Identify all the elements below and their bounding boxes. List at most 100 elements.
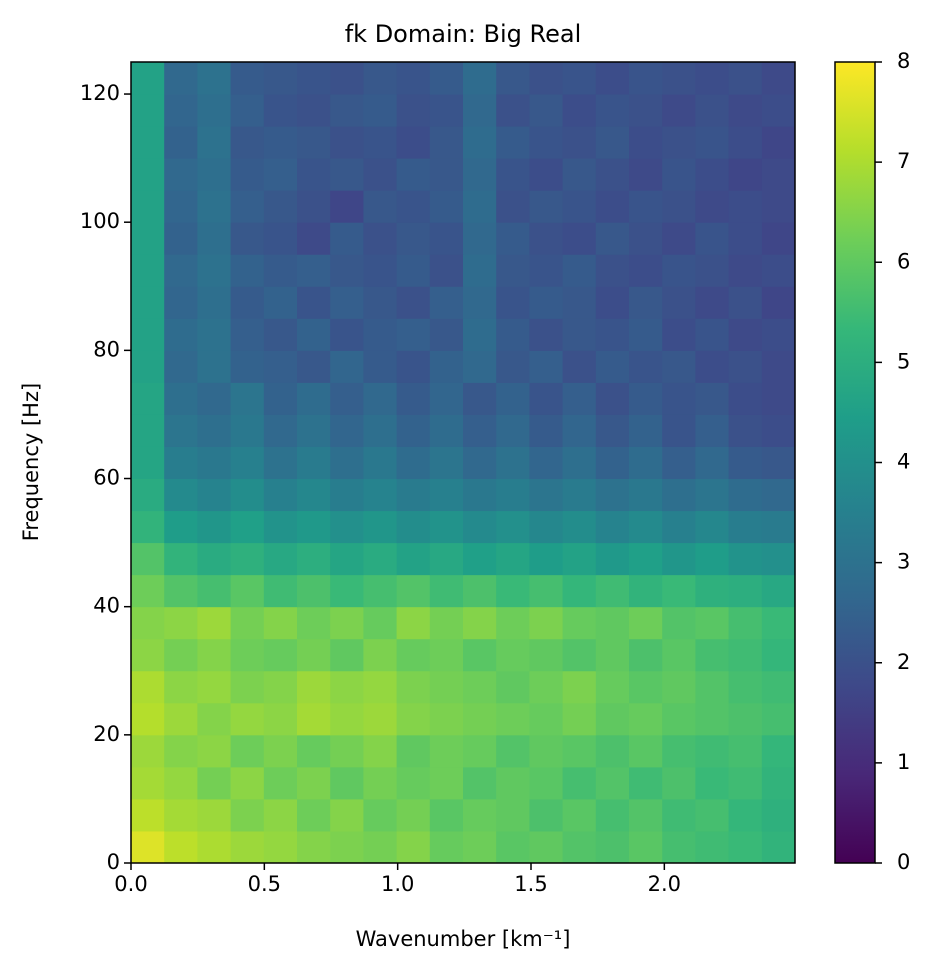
- heatmap-cell: [562, 766, 597, 800]
- heatmap-cell: [595, 830, 630, 864]
- heatmap-cell: [396, 766, 431, 800]
- heatmap-cell: [595, 382, 630, 415]
- heatmap-cell: [662, 702, 696, 736]
- heatmap-cell: [761, 702, 796, 736]
- heatmap-cell: [529, 606, 564, 640]
- heatmap-cell: [197, 62, 232, 95]
- heatmap-cell: [463, 830, 497, 864]
- heatmap-cell: [562, 798, 597, 832]
- heatmap-cell: [728, 254, 763, 287]
- heatmap-cell: [695, 94, 730, 127]
- heatmap: [131, 62, 796, 864]
- heatmap-cell: [297, 94, 331, 127]
- heatmap-cell: [695, 254, 730, 287]
- heatmap-cell: [396, 158, 431, 191]
- heatmap-cell: [263, 446, 298, 480]
- heatmap-cell: [263, 350, 298, 383]
- heatmap-cell: [197, 574, 232, 608]
- heatmap-cell: [529, 158, 564, 191]
- x-tick-label: 0.0: [114, 872, 147, 896]
- heatmap-cell: [297, 606, 331, 640]
- y-axis-label: Frequency [Hz]: [19, 383, 43, 541]
- heatmap-cell: [595, 190, 630, 223]
- heatmap-cell: [197, 126, 232, 159]
- heatmap-cell: [164, 190, 198, 223]
- heatmap-cell: [529, 446, 564, 480]
- x-tick-label: 1.5: [514, 872, 547, 896]
- heatmap-cell: [662, 766, 696, 800]
- heatmap-cell: [595, 510, 630, 544]
- heatmap-cell: [363, 254, 398, 287]
- heatmap-cell: [131, 478, 165, 512]
- heatmap-cell: [230, 158, 265, 191]
- heatmap-cell: [197, 734, 232, 768]
- heatmap-cell: [529, 542, 564, 576]
- heatmap-cell: [496, 830, 530, 864]
- heatmap-cell: [263, 638, 298, 672]
- heatmap-cell: [595, 286, 630, 319]
- heatmap-cell: [496, 158, 530, 191]
- heatmap-cell: [396, 222, 431, 255]
- heatmap-cell: [330, 702, 364, 736]
- x-tick-label: 0.5: [248, 872, 281, 896]
- heatmap-cell: [330, 830, 364, 864]
- heatmap-cell: [728, 318, 763, 351]
- heatmap-cell: [695, 286, 730, 319]
- heatmap-cell: [728, 734, 763, 768]
- heatmap-cell: [463, 94, 497, 127]
- heatmap-cell: [396, 62, 431, 95]
- heatmap-cell: [629, 734, 663, 768]
- heatmap-cell: [662, 126, 696, 159]
- heatmap-cell: [662, 606, 696, 640]
- heatmap-cell: [761, 286, 796, 319]
- heatmap-cell: [562, 126, 597, 159]
- heatmap-cell: [496, 606, 530, 640]
- heatmap-cell: [728, 670, 763, 704]
- heatmap-cell: [761, 670, 796, 704]
- heatmap-cell: [297, 798, 331, 832]
- heatmap-cell: [761, 510, 796, 544]
- heatmap-cell: [131, 542, 165, 576]
- heatmap-cell: [429, 222, 464, 255]
- heatmap-cell: [197, 350, 232, 383]
- heatmap-cell: [297, 158, 331, 191]
- heatmap-cell: [562, 702, 597, 736]
- heatmap-cell: [164, 350, 198, 383]
- heatmap-cell: [330, 94, 364, 127]
- heatmap-cell: [562, 222, 597, 255]
- heatmap-cell: [197, 222, 232, 255]
- heatmap-cell: [629, 830, 663, 864]
- heatmap-cell: [629, 190, 663, 223]
- heatmap-cell: [297, 414, 331, 447]
- heatmap-cell: [529, 126, 564, 159]
- heatmap-cell: [662, 510, 696, 544]
- heatmap-cell: [131, 766, 165, 800]
- heatmap-cell: [197, 830, 232, 864]
- heatmap-cell: [463, 286, 497, 319]
- heatmap-cell: [761, 318, 796, 351]
- heatmap-cell: [263, 318, 298, 351]
- heatmap-cell: [562, 478, 597, 512]
- heatmap-cell: [363, 542, 398, 576]
- heatmap-cell: [562, 606, 597, 640]
- heatmap-cell: [363, 478, 398, 512]
- heatmap-cell: [363, 606, 398, 640]
- heatmap-cell: [662, 94, 696, 127]
- heatmap-cell: [396, 638, 431, 672]
- heatmap-cell: [164, 318, 198, 351]
- heatmap-cell: [761, 382, 796, 415]
- heatmap-cell: [529, 702, 564, 736]
- heatmap-cell: [396, 350, 431, 383]
- heatmap-cell: [230, 446, 265, 480]
- heatmap-cell: [629, 766, 663, 800]
- heatmap-cell: [595, 446, 630, 480]
- heatmap-cell: [761, 478, 796, 512]
- heatmap-cell: [662, 670, 696, 704]
- heatmap-cell: [728, 830, 763, 864]
- heatmap-cell: [330, 382, 364, 415]
- heatmap-cell: [363, 510, 398, 544]
- heatmap-cell: [728, 382, 763, 415]
- heatmap-cell: [529, 382, 564, 415]
- heatmap-cell: [330, 574, 364, 608]
- heatmap-cell: [629, 702, 663, 736]
